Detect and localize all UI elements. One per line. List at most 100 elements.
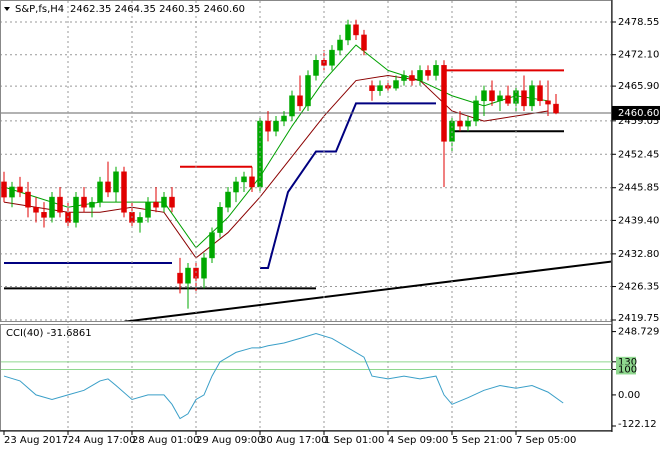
candle-body [33, 206, 39, 213]
candle-body [9, 186, 15, 198]
y-tick-label: 2432.80 [618, 249, 659, 260]
candle-body [265, 120, 271, 132]
candle-body [105, 181, 111, 193]
candle-body [185, 267, 191, 284]
cci-y-tick-label: 0.00 [618, 390, 640, 401]
candle-body [273, 120, 279, 132]
drawn-line [260, 102, 436, 270]
candle-body [425, 70, 431, 76]
candle-body [249, 176, 255, 188]
cci-y-tick-label: 248.7299 [618, 327, 660, 338]
y-tick-label: 2452.45 [618, 149, 659, 160]
candle-body [353, 24, 359, 36]
candle-body [145, 201, 151, 218]
candle-body [377, 85, 383, 91]
candle-body [481, 90, 487, 102]
cci-y-tick-label: -122.12 [618, 419, 657, 430]
candle-body [529, 85, 535, 107]
candle-body [177, 272, 183, 284]
x-tick-label: 24 Aug 17:00 [68, 435, 135, 446]
candle-body [313, 60, 319, 76]
y-tick-label: 2439.40 [618, 215, 659, 226]
candle-body [329, 49, 335, 66]
y-tick-label: 2472.10 [618, 50, 659, 61]
x-tick-label: 5 Sep 21:00 [452, 435, 512, 446]
candle-body [89, 201, 95, 208]
candle-body [457, 120, 463, 127]
candle-body [521, 90, 527, 107]
cci-y-tick-label: 100 [618, 364, 637, 375]
x-tick-label: 4 Sep 09:00 [388, 435, 448, 446]
candle-body [401, 75, 407, 81]
y-tick-label: 2465.90 [618, 81, 659, 92]
candle-body [537, 85, 543, 102]
candle-body [489, 90, 495, 102]
candle-body [241, 176, 247, 183]
cci-level-box [616, 364, 636, 375]
candle-body [97, 181, 103, 203]
candle-body [25, 191, 31, 208]
y-tick-label: 2419.75 [618, 313, 659, 324]
candle-body [465, 120, 471, 127]
chart-title: S&P,fs,H4 [15, 4, 64, 15]
cci-title: CCI(40) -31.6861 [6, 328, 92, 339]
candle-body [193, 267, 199, 279]
candle-body [17, 186, 23, 193]
x-tick-label: 29 Aug 09:00 [196, 435, 263, 446]
y-tick-label: 2445.85 [618, 183, 659, 194]
candle-body [81, 196, 87, 208]
cci-line [3, 333, 564, 420]
candle-body [57, 196, 63, 213]
candle-body [41, 212, 47, 218]
candle-body [441, 65, 447, 142]
candle-body [473, 100, 479, 122]
candle-body [297, 95, 303, 107]
candle-body [545, 100, 551, 105]
candle-body [153, 201, 159, 208]
candle-body [49, 196, 55, 218]
cci-name: CCI(40) [6, 328, 44, 339]
candle-body [345, 24, 351, 41]
candle-body [433, 65, 439, 76]
cci-current: -31.6861 [47, 328, 92, 339]
x-tick-label: 1 Sep 01:00 [324, 435, 384, 446]
cci-level-box [616, 356, 636, 367]
drawn-line [123, 260, 611, 321]
x-tick-label: 28 Aug 01:00 [132, 435, 199, 446]
candle-body [169, 196, 175, 208]
y-tick-label: 2459.05 [618, 116, 659, 127]
ohlc-text: 2462.35 2464.35 2460.35 2460.60 [70, 4, 245, 15]
candle-body [361, 34, 367, 51]
candle-body [417, 70, 423, 81]
candle-body [121, 171, 127, 213]
candle-body [369, 85, 375, 91]
candle-body [161, 196, 167, 208]
candle-body [289, 95, 295, 117]
candle-body [137, 217, 143, 223]
candle-body [393, 80, 399, 89]
candle-body [505, 95, 511, 104]
candle-body [497, 95, 503, 102]
x-tick-label: 23 Aug 2017 [4, 435, 68, 446]
candle-body [281, 115, 287, 122]
y-tick-label: 2426.35 [618, 282, 659, 293]
menu-triangle[interactable] [4, 7, 10, 11]
candle-body [233, 181, 239, 193]
y-tick-label: 2478.55 [618, 17, 659, 28]
candle-body [225, 191, 231, 208]
cci-y-tick-label: 130 [618, 357, 637, 368]
last-price-label: 2460.60 [618, 108, 659, 119]
x-tick-label: 7 Sep 05:00 [516, 435, 576, 446]
candle-body [337, 39, 343, 51]
candle-body [209, 232, 215, 259]
candle-body [305, 75, 311, 107]
candle-body [201, 257, 207, 279]
candle-body [113, 171, 119, 193]
last-price-box [612, 105, 660, 120]
candle-body [73, 196, 79, 223]
candle-body [409, 75, 415, 81]
candle-body [553, 103, 559, 114]
candle-body [1, 181, 7, 198]
